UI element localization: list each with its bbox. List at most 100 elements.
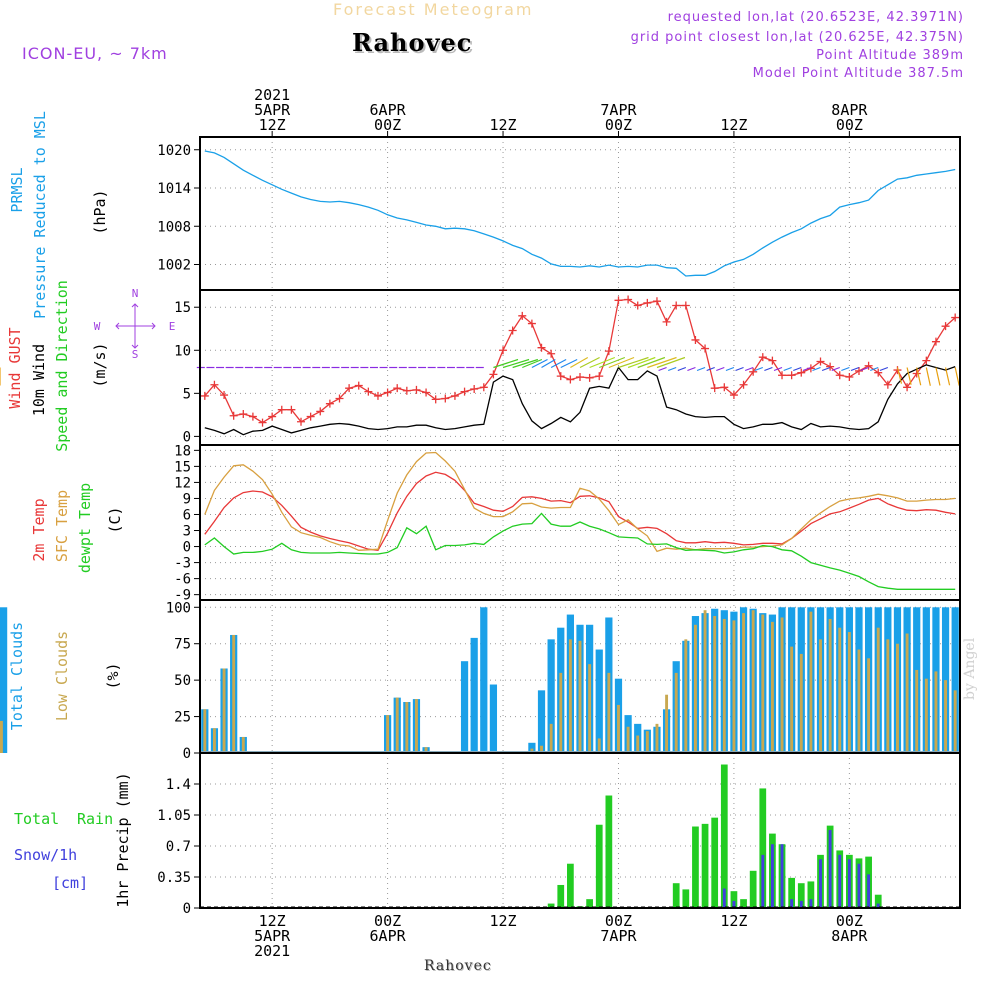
bottom-axis-label: 12Z: [489, 912, 516, 930]
gust-marker: [691, 335, 700, 344]
wind-direction-arrow: [618, 356, 649, 369]
bar-low-clouds: [790, 646, 794, 753]
gust-marker: [864, 361, 873, 370]
top-axis-label: 12Z: [259, 116, 286, 134]
gust-marker: [576, 372, 584, 381]
bar-low-clouds: [684, 639, 688, 753]
bar-low-clouds: [617, 704, 620, 753]
bar-low-clouds: [568, 639, 572, 753]
bar-snow-1h: [819, 859, 822, 908]
wind-direction-arrow: [860, 366, 869, 372]
wind-direction-arrow: [773, 366, 783, 372]
gust-marker: [614, 296, 623, 305]
bar-total-rain: [567, 863, 574, 908]
wind-direction-arrow: [589, 356, 616, 369]
bar-total-rain: [740, 899, 747, 908]
y-tick-label: 75: [174, 637, 191, 653]
bar-total-rain: [692, 826, 699, 908]
y-tick-label: 15: [174, 300, 191, 316]
bar-low-clouds: [828, 618, 832, 753]
gust-marker: [941, 322, 950, 331]
bar-low-clouds: [915, 669, 919, 753]
y-tick-label: 18: [174, 443, 191, 459]
gust-marker: [412, 385, 421, 394]
bar-total-clouds: [460, 661, 469, 753]
top-axis-label: 12Z: [720, 116, 747, 134]
bottom-axis-label: 12Z: [259, 912, 286, 930]
gust-marker: [739, 380, 748, 389]
wind-direction-arrow: [677, 366, 687, 372]
precip-ylabel-unit: 1hr Precip (mm): [114, 772, 132, 907]
bar-low-clouds: [809, 611, 813, 753]
grid-point-coords: grid point closest lon,lat (20.625E, 42.…: [630, 30, 964, 45]
y-tick-label: 50: [174, 673, 191, 689]
bar-snow-1h: [770, 844, 774, 908]
bar-total-clouds: [480, 607, 488, 753]
wind-direction-arrow: [608, 356, 635, 369]
bar-total-clouds: [528, 742, 536, 753]
gust-marker: [431, 395, 440, 404]
bar-low-clouds: [636, 735, 640, 753]
wind-direction-arrow: [599, 356, 626, 369]
gust-marker: [720, 383, 729, 392]
bar-snow-1h: [799, 900, 803, 908]
y-tick-label: 5: [183, 386, 191, 402]
bottom-axis-label: 00Z: [836, 912, 863, 930]
gust-marker: [297, 417, 306, 426]
bar-total-rain: [557, 884, 565, 908]
bar-low-clouds: [819, 639, 822, 753]
wind-direction-arrow: [531, 358, 548, 369]
bar-total-rain: [595, 824, 603, 908]
bar-low-clouds: [886, 639, 890, 753]
wind-direction-arrow: [896, 367, 903, 384]
bar-snow-1h: [809, 899, 813, 908]
wind-direction-arrow: [879, 366, 889, 372]
gust-marker: [364, 387, 373, 396]
bar-low-clouds: [799, 653, 803, 753]
wind-direction-arrow: [656, 356, 686, 369]
wind-direction-arrow: [850, 366, 860, 372]
bar-low-clouds: [0, 720, 3, 753]
y-tick-label: 1014: [157, 181, 191, 197]
gust-marker: [287, 405, 296, 414]
bottom-axis-label: 12Z: [720, 912, 747, 930]
bar-low-clouds: [934, 671, 938, 753]
bar-low-clouds: [703, 610, 707, 753]
bar-total-rain: [547, 903, 555, 908]
bar-low-clouds: [626, 726, 630, 753]
bar-total-rain: [682, 889, 690, 908]
gust-marker: [893, 366, 902, 375]
bar-low-clouds: [530, 748, 534, 753]
gust-marker: [749, 367, 758, 376]
bar-low-clouds: [847, 632, 851, 753]
line-wind-gust: [204, 298, 956, 424]
clouds-ylabel-unit: (%): [104, 662, 122, 689]
wind-ylabel-10m: 10m Wind: [30, 344, 48, 416]
gust-marker: [854, 366, 863, 375]
clouds-ylabel-total: Total Clouds: [8, 622, 26, 730]
gust-marker: [547, 349, 556, 358]
top-axis-label: 8APR: [831, 101, 868, 119]
bar-low-clouds: [953, 690, 957, 753]
bar-low-clouds: [415, 699, 418, 753]
gust-marker: [518, 311, 527, 320]
bar-snow-1h: [732, 900, 736, 908]
bar-low-clouds: [241, 736, 245, 753]
y-tick-label: 0: [183, 901, 191, 917]
precip-legend-snow: Snow/1h: [14, 846, 77, 864]
compass-west: W: [94, 320, 101, 333]
y-tick-label: 25: [174, 710, 191, 726]
footer-location: Rahovec: [424, 958, 492, 974]
line-10m-wind: [204, 364, 956, 436]
y-tick-label: 1020: [157, 143, 191, 159]
gust-marker: [643, 298, 652, 307]
bottom-axis-label: 8APR: [831, 927, 868, 945]
gust-marker: [345, 384, 354, 393]
panel-precip: 0 0.35 0.7 1.05 1.4: [157, 752, 961, 917]
bar-snow-1h: [876, 903, 880, 908]
gust-marker: [604, 347, 613, 356]
gust-marker: [951, 313, 960, 322]
bar-total-rain: [720, 764, 728, 908]
gust-marker: [758, 353, 767, 362]
line-prmsl: [204, 150, 956, 277]
